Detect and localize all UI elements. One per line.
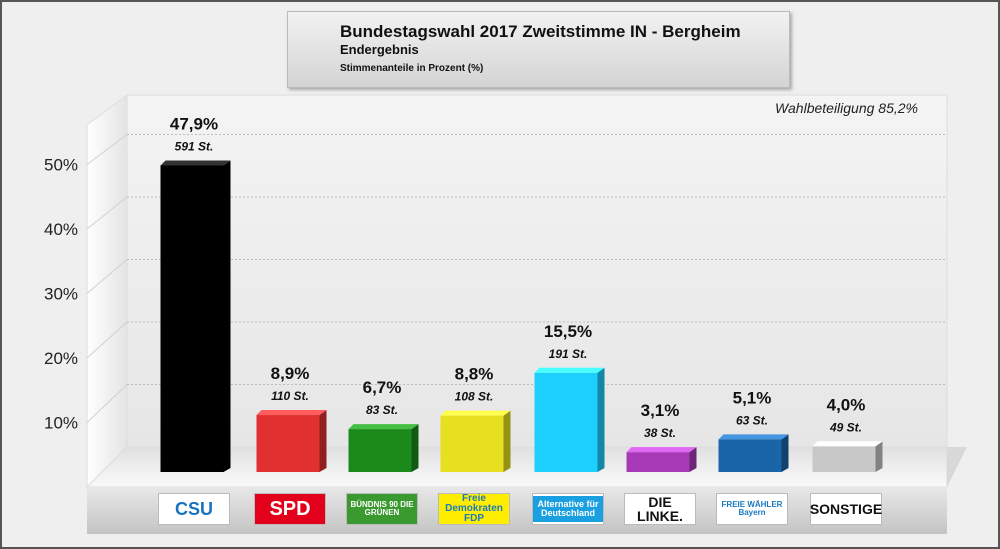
bar [534,372,598,472]
party-logo: FREIE WÄHLER Bayern [716,493,788,525]
bar-top [440,410,511,416]
title-box: Bundestagswahl 2017 Zweitstimme IN - Ber… [287,11,790,88]
y-tick-label: 50% [44,156,78,175]
bar [160,165,224,472]
value-label: 8,8% [455,365,494,384]
bar-top [348,424,419,430]
party-logo: CSU [158,493,230,525]
value-label: 6,7% [363,378,402,397]
side-gridline [86,134,128,165]
votes-label: 591 St. [175,139,214,153]
bar [626,452,690,472]
bar-top [534,367,605,373]
party-logo: Freie Demokraten FDP [438,493,510,525]
bar-top [812,441,883,447]
votes-label: 49 St. [829,420,862,434]
bar-side [781,434,789,472]
bar-side [689,447,697,472]
chart-note: Stimmenanteile in Prozent (%) [340,63,484,74]
y-tick-label: 10% [44,414,78,433]
votes-label: 83 St. [366,403,398,417]
value-label: 3,1% [641,401,680,420]
y-tick-label: 20% [44,349,78,368]
bar-top [718,434,789,440]
party-logo: SONSTIGE [810,493,882,525]
votes-label: 38 St. [644,426,676,440]
votes-label: 63 St. [736,413,768,427]
side-gridline [86,259,128,294]
bar [440,415,504,472]
logo-strip [87,487,947,534]
party-logo: Alternative für Deutschland [532,493,604,525]
floor-edge [947,447,967,487]
bar-top [626,447,697,453]
bar-top [256,410,327,416]
votes-label: 191 St. [549,347,588,361]
side-gridline [86,321,128,359]
side-wall [86,94,128,489]
side-gridline [86,384,128,423]
value-label: 15,5% [544,322,592,341]
votes-label: 110 St. [271,389,309,403]
party-logo: DIE LINKE. [624,493,696,525]
value-label: 47,9% [170,114,218,133]
y-tick-label: 40% [44,220,78,239]
bar [718,439,782,472]
chart-subtitle: Endergebnis [340,42,419,57]
votes-label: 108 St. [455,390,494,404]
value-label: 4,0% [827,395,866,414]
bar-side [319,410,327,472]
turnout-label: Wahlbeteiligung 85,2% [775,100,918,116]
side-gridline [86,196,128,230]
party-logo: BÜNDNIS 90 DIE GRÜNEN [346,493,418,525]
bar-side [223,160,231,472]
bar [256,415,320,472]
party-logo: SPD [254,493,326,525]
bar-side [875,441,883,472]
bar [812,446,876,472]
y-tick-label: 30% [44,285,78,304]
chart-title: Bundestagswahl 2017 Zweitstimme IN - Ber… [340,22,741,41]
bar [348,429,412,472]
bar-side [503,410,511,472]
value-label: 8,9% [271,364,310,383]
bar-top [160,160,231,166]
bar-side [411,424,419,472]
bar-side [597,367,605,472]
value-label: 5,1% [733,388,772,407]
